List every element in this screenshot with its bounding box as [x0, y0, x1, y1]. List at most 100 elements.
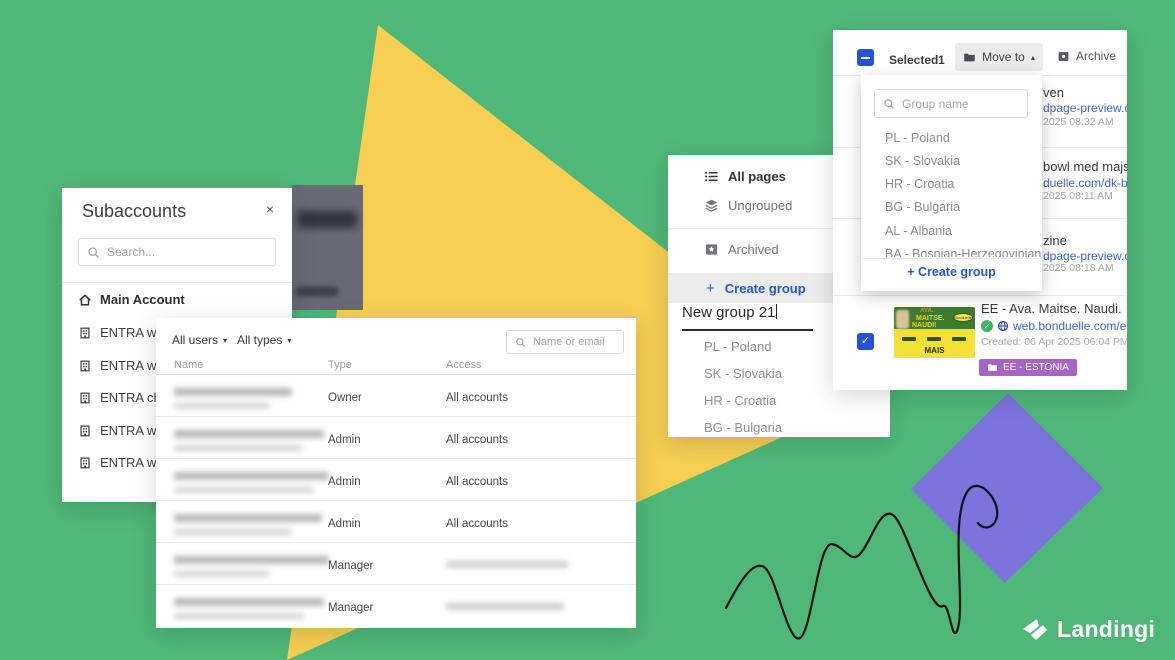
group-item[interactable]: PL - Poland: [704, 339, 772, 354]
building-icon: [80, 360, 90, 371]
sidebar-item-subaccount[interactable]: ENTRA web.: [78, 358, 174, 373]
layers-icon: [705, 199, 718, 212]
sidebar-item-subaccount[interactable]: ENTRA web.: [78, 325, 174, 340]
user-name-blurred: [174, 598, 324, 619]
popover-create-group-button[interactable]: + Create group: [907, 265, 996, 279]
thumbnail-text: AVA.: [920, 308, 934, 314]
page-date: 2025 08:18 AM: [1043, 262, 1114, 274]
page-url[interactable]: web.bonduelle.com/ee-ava-: [1013, 319, 1127, 333]
group-search-input[interactable]: [902, 96, 1019, 111]
landingi-logo: Landingi: [1022, 616, 1155, 643]
subaccounts-search[interactable]: [78, 238, 276, 266]
page-url[interactable]: dpage-preview.com/: [1043, 249, 1127, 263]
plus-icon: +: [706, 279, 715, 297]
user-access: All accounts: [446, 434, 509, 446]
nav-item-all-pages[interactable]: All pages: [704, 169, 786, 184]
divider: [62, 282, 292, 283]
building-icon: [80, 425, 90, 436]
page-title: EE - Ava. Maitse. Naudi.: [981, 301, 1122, 316]
purple-square-shape: [911, 393, 1103, 583]
user-access: All accounts: [446, 518, 509, 530]
group-option[interactable]: BG - Bulgaria: [885, 200, 961, 214]
user-name-blurred: [174, 430, 324, 451]
users-table-panel: All users ▾ All types ▾ Name Type Access…: [156, 318, 636, 628]
page-title: ven: [1043, 85, 1064, 100]
sidebar-item-subaccount[interactable]: ENTRA web.: [78, 455, 174, 470]
divider: [156, 416, 636, 417]
folder-icon: [964, 53, 975, 61]
search-icon: [884, 98, 894, 109]
group-option[interactable]: PL - Poland: [885, 131, 950, 145]
pages-list-panel: Selected 1 Move to ▴ Archive ven dpage-p…: [833, 30, 1127, 390]
create-group-button[interactable]: + Create group: [668, 273, 858, 303]
nav-item-archived[interactable]: Archived: [704, 242, 779, 257]
group-item[interactable]: HR - Croatia: [704, 393, 777, 408]
divider: [156, 374, 636, 375]
page-url[interactable]: dpage-preview.com/: [1043, 101, 1127, 115]
user-type: Admin: [328, 476, 361, 488]
users-search-input[interactable]: [533, 336, 615, 348]
group-option[interactable]: SK - Slovakia: [885, 154, 961, 168]
thumbnail-button: [927, 337, 941, 341]
divider: [156, 500, 636, 501]
move-to-button[interactable]: Move to ▴: [955, 43, 1043, 71]
caret-down-icon: ▾: [287, 335, 292, 345]
selected-count: 1: [938, 53, 945, 67]
caret-down-icon: ▾: [223, 335, 228, 345]
page-checkbox-checked[interactable]: ✓: [857, 333, 874, 350]
page-thumbnail[interactable]: AVA. MAITSE. NAUDI! Bonduelle MAIS: [894, 307, 975, 358]
thumbnail-button: [902, 337, 916, 341]
nav-item-label: Ungrouped: [728, 198, 793, 213]
archive-icon: [705, 244, 718, 255]
divider: [861, 258, 1042, 259]
squiggle-line: [724, 484, 999, 640]
new-group-name-input[interactable]: New group 21: [682, 304, 778, 321]
group-badge[interactable]: EE - ESTONIA: [979, 359, 1077, 376]
group-item[interactable]: BG - Bulgaria: [704, 420, 783, 435]
group-option[interactable]: HR - Croatia: [885, 177, 955, 191]
landingi-logo-icon: [1023, 619, 1047, 640]
input-underline: [682, 329, 813, 331]
nav-item-ungrouped[interactable]: Ungrouped: [704, 198, 792, 213]
group-search[interactable]: [874, 89, 1028, 118]
thumbnail-banner: [894, 307, 975, 329]
group-option[interactable]: BA - Bosnian-Herzegovinian: [885, 247, 1042, 257]
users-filter-dropdown[interactable]: All users ▾: [172, 333, 227, 347]
thumbnail-text: NAUDI!: [912, 322, 937, 329]
user-access-blurred: [446, 603, 564, 610]
close-icon[interactable]: ×: [265, 201, 274, 217]
user-access-blurred: [446, 561, 568, 568]
divider: [668, 228, 890, 229]
globe-icon: [997, 320, 1009, 332]
search-icon: [88, 246, 99, 258]
page-title: bowl med majs fr: [1043, 159, 1127, 174]
user-access: All accounts: [446, 476, 509, 488]
archive-button[interactable]: Archive: [1057, 49, 1116, 63]
sidebar-item-main-account[interactable]: Main Account: [78, 292, 185, 307]
group-options-list: PL - Poland SK - Slovakia HR - Croatia B…: [861, 123, 1042, 257]
sidebar-item-subaccount[interactable]: ENTRA web.: [78, 423, 174, 438]
landingi-logo-text: Landingi: [1057, 616, 1156, 642]
text-cursor: [776, 304, 778, 319]
published-check-icon: ✓: [981, 320, 993, 332]
users-search[interactable]: [506, 330, 624, 354]
group-option[interactable]: AL - Albania: [885, 224, 952, 238]
search-icon: [516, 337, 526, 347]
column-header-name: Name: [174, 359, 204, 371]
user-access: All accounts: [446, 392, 509, 404]
thumbnail-footer-text: MAIS: [924, 346, 945, 355]
new-group-name-value: New group 21: [682, 304, 776, 321]
divider: [156, 458, 636, 459]
group-item[interactable]: SK - Slovakia: [704, 366, 783, 381]
user-name-blurred: [174, 514, 322, 535]
types-filter-dropdown[interactable]: All types ▾: [237, 333, 291, 347]
move-to-popover: PL - Poland SK - Slovakia HR - Croatia B…: [861, 75, 1042, 291]
page-title: zine: [1043, 233, 1067, 248]
divider: [833, 295, 1127, 296]
page-url[interactable]: duelle.com/dk-budd: [1043, 176, 1127, 190]
sidebar-item-label: ENTRA web.: [100, 455, 175, 470]
subaccounts-search-input[interactable]: [107, 245, 267, 259]
nav-item-label: Archived: [728, 242, 779, 257]
select-all-checkbox[interactable]: [857, 49, 874, 66]
building-icon: [80, 392, 90, 403]
